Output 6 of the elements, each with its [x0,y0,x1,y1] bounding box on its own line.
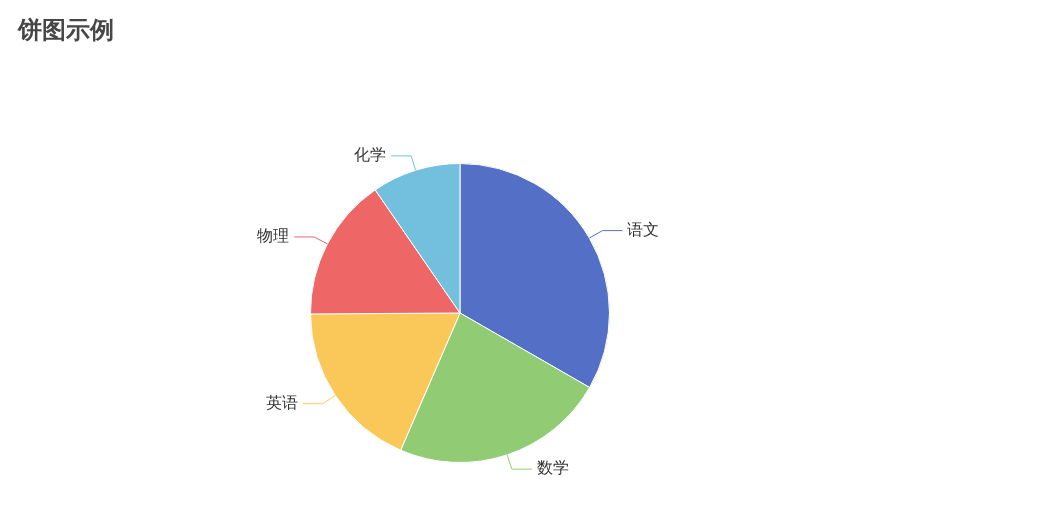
chart-title: 饼图示例 [18,15,114,46]
slice-label: 化学 [354,145,387,165]
slice-label: 物理 [257,226,290,246]
slice-label: 语文 [627,219,660,239]
slice-label: 数学 [536,458,569,478]
slice-label: 英语 [265,392,298,412]
